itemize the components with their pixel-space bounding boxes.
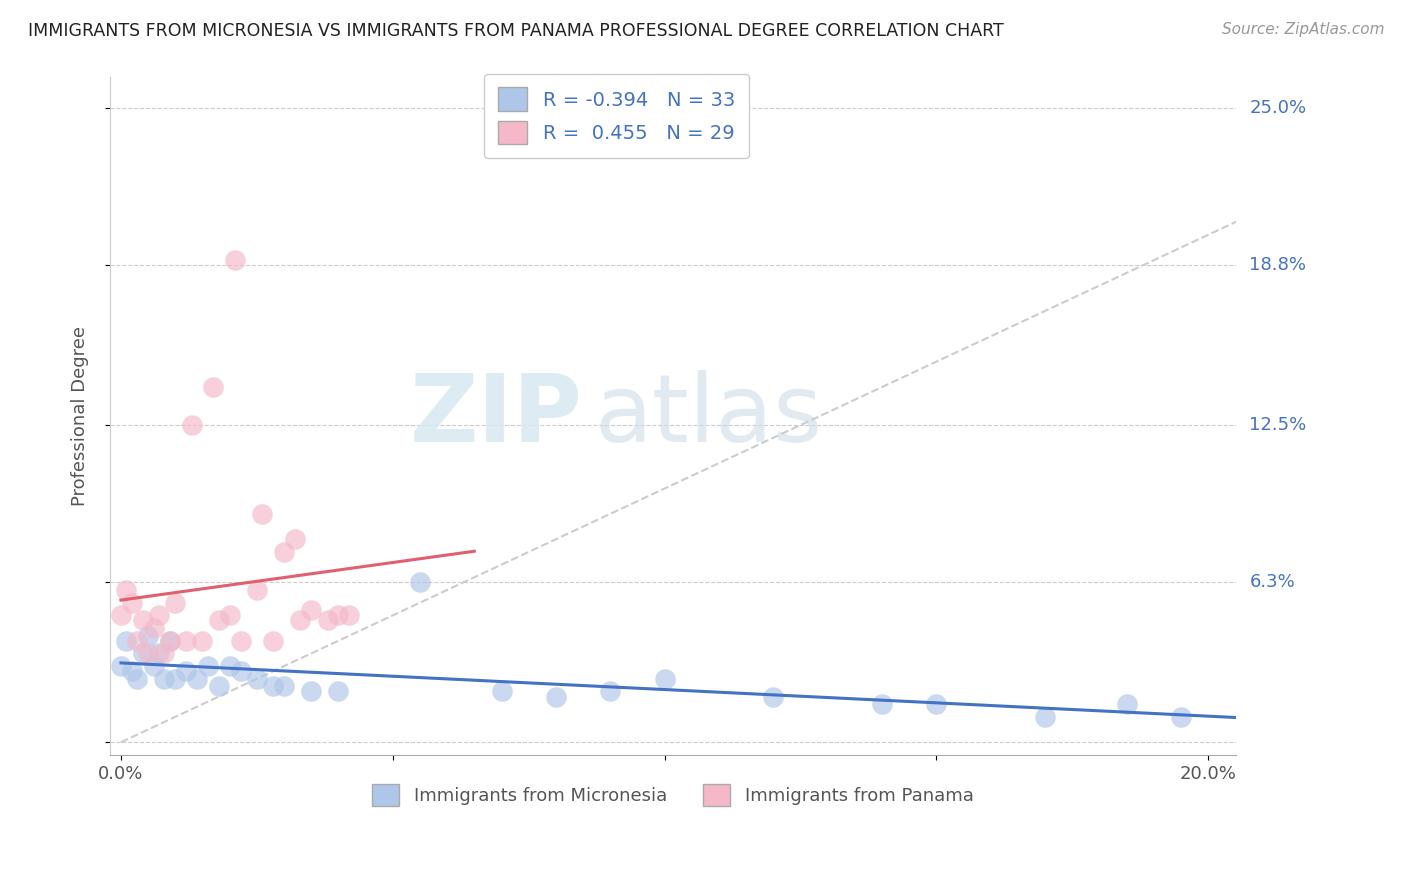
Point [337,608,360,623]
Point [328,684,350,698]
Point [284,533,307,547]
Point [127,633,149,648]
Point [599,684,621,698]
Point [186,672,208,686]
Point [159,633,181,648]
Point [299,684,322,698]
Point [115,633,138,648]
Point [246,672,269,686]
Point [262,633,284,648]
Point [159,633,181,648]
Point [409,575,432,590]
Point [218,659,240,673]
Text: 12.5%: 12.5% [1250,416,1306,434]
Point [174,633,197,648]
Point [1033,710,1056,724]
Point [328,608,350,623]
Point [131,614,153,628]
Point [131,647,153,661]
Point [142,621,165,635]
Point [148,608,170,623]
Point [180,418,202,433]
Point [925,697,948,711]
Legend: Immigrants from Micronesia, Immigrants from Panama: Immigrants from Micronesia, Immigrants f… [366,777,980,814]
Point [316,614,339,628]
Point [153,647,176,661]
Point [870,697,893,711]
Point [110,608,132,623]
Point [654,672,676,686]
Point [208,680,231,694]
Point [229,664,252,678]
Point [110,659,132,673]
Point [127,672,149,686]
Point [165,672,187,686]
Point [121,596,143,610]
Text: Source: ZipAtlas.com: Source: ZipAtlas.com [1222,22,1385,37]
Point [273,680,295,694]
Point [115,582,138,597]
Point [762,690,785,704]
Point [197,659,219,673]
Point [202,380,225,394]
Point [262,680,284,694]
Point [290,614,312,628]
Text: ZIP: ZIP [411,370,582,462]
Point [299,603,322,617]
Point [142,659,165,673]
Point [148,647,170,661]
Point [246,582,269,597]
Text: 18.8%: 18.8% [1250,256,1306,274]
Point [491,684,513,698]
Point [544,690,567,704]
Y-axis label: Professional Degree: Professional Degree [72,326,89,506]
Text: 25.0%: 25.0% [1250,99,1306,117]
Point [165,596,187,610]
Point [273,545,295,559]
Text: 6.3%: 6.3% [1250,574,1295,591]
Point [153,672,176,686]
Point [1115,697,1137,711]
Point [174,664,197,678]
Point [252,507,274,521]
Point [208,614,231,628]
Point [136,647,159,661]
Text: IMMIGRANTS FROM MICRONESIA VS IMMIGRANTS FROM PANAMA PROFESSIONAL DEGREE CORRELA: IMMIGRANTS FROM MICRONESIA VS IMMIGRANTS… [28,22,1004,40]
Point [229,633,252,648]
Point [121,664,143,678]
Text: atlas: atlas [593,370,823,462]
Point [191,633,214,648]
Point [1170,710,1192,724]
Point [224,253,246,268]
Point [136,629,159,643]
Point [218,608,240,623]
